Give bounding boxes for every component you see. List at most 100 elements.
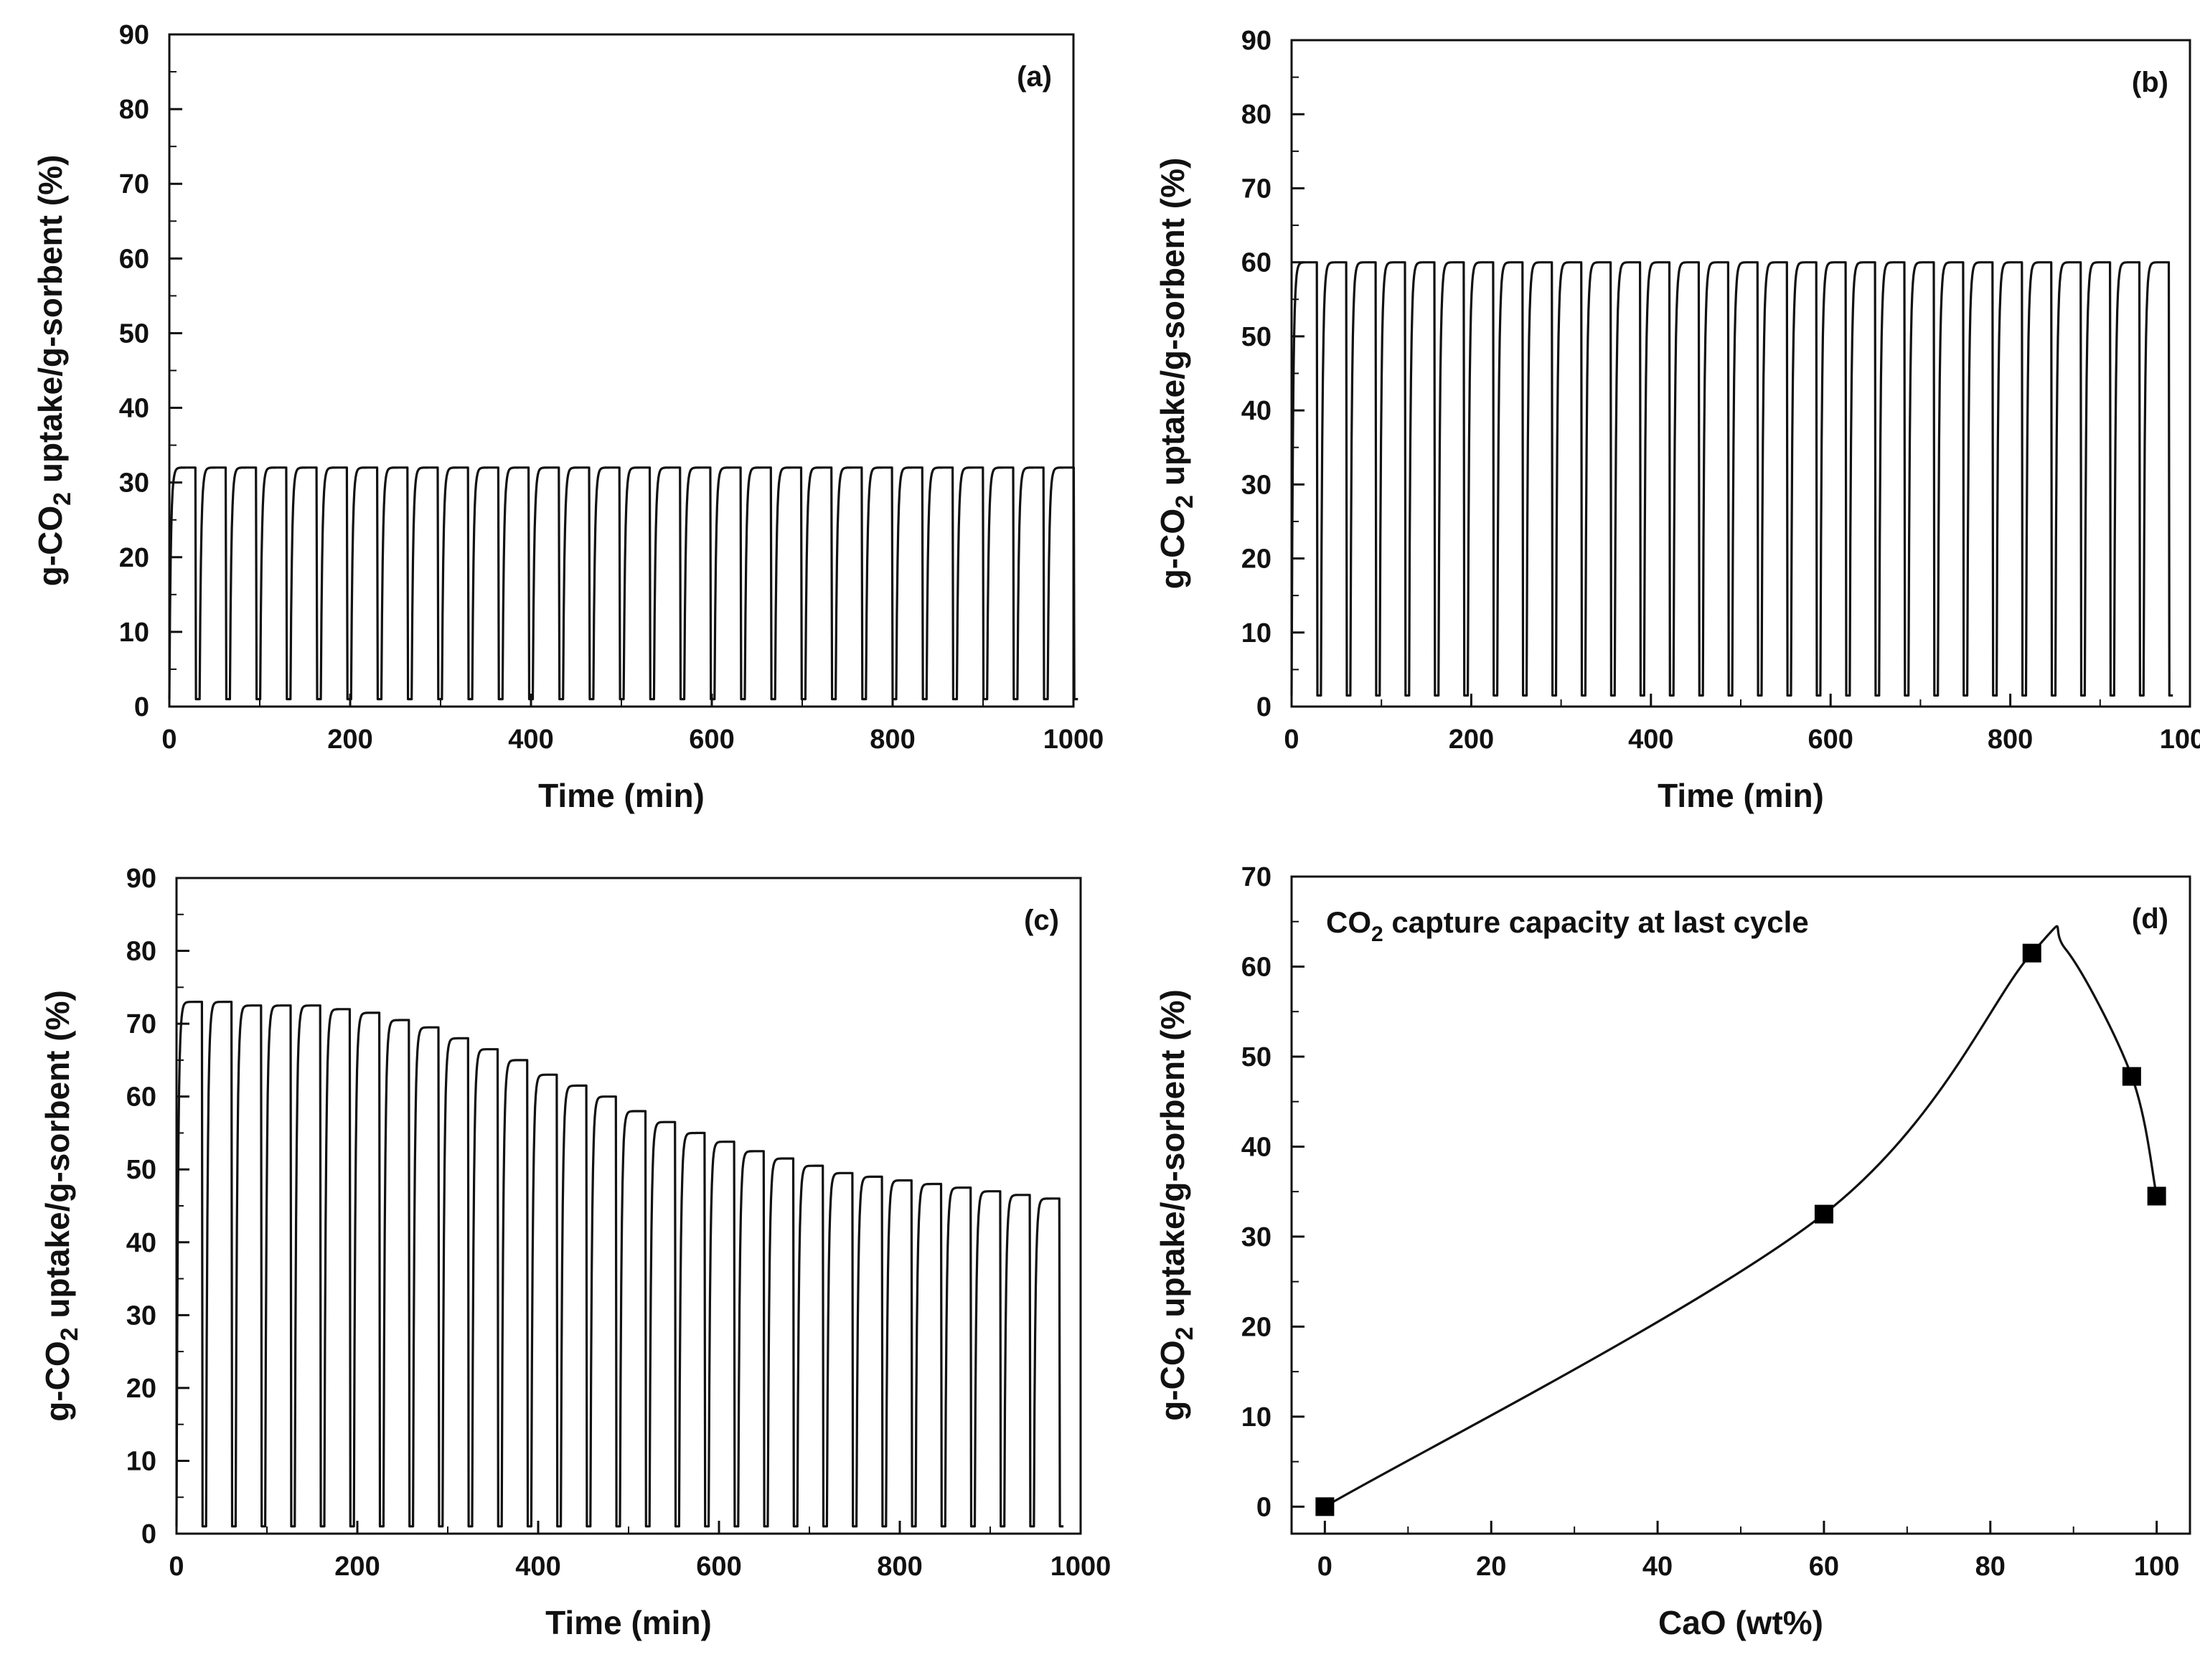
cycling-curve-series: [1290, 261, 2173, 697]
panel-label: (d): [2132, 903, 2168, 935]
y-tick-label: 20: [126, 1374, 156, 1404]
label-text: g-CO: [32, 506, 69, 586]
y-tick-label: 30: [119, 468, 149, 499]
annotation: CO2 capture capacity at last cycle: [1326, 905, 1809, 946]
x-tick-label: 1000: [2160, 725, 2200, 755]
x-axis-label: CaO (wt%): [1658, 1604, 1823, 1641]
y-tick-label: 0: [134, 692, 149, 722]
label-text: g-CO: [39, 1341, 76, 1421]
y-tick-label: 80: [119, 95, 149, 125]
x-tick-label: 1000: [1043, 725, 1104, 755]
panel-label: (c): [1024, 905, 1059, 936]
y-tick-label: 90: [126, 864, 156, 894]
x-tick-label: 600: [1808, 725, 1853, 755]
label-subscript: 2: [1171, 495, 1198, 509]
label-text: capture capacity at last cycle: [1383, 905, 1809, 939]
y-tick-label: 30: [126, 1301, 156, 1331]
data-point-4: [2147, 1186, 2166, 1206]
y-axis-label: g-CO2 uptake/g-sorbent (%): [39, 990, 83, 1422]
label-text: uptake/g-sorbent (%): [1154, 989, 1191, 1326]
x-tick-label: 0: [1284, 725, 1299, 755]
x-tick-label: 200: [334, 1552, 380, 1582]
panel-b: 0 10 20 30 40 50 60 70 80 90 0 200 400 600 800 1000 Time…: [1154, 26, 2200, 814]
x-tick-label: 400: [508, 725, 553, 755]
y-tick-label: 10: [119, 618, 149, 648]
y-tick-label: 60: [119, 244, 149, 274]
y-tick-label: 50: [1241, 322, 1271, 352]
x-tick-label: 20: [1476, 1552, 1506, 1582]
x-tick-label: 1000: [1050, 1552, 1111, 1582]
data-point-3: [2122, 1067, 2141, 1086]
y-tick-label: 20: [1241, 544, 1271, 575]
label-text: uptake/g-sorbent (%): [1154, 158, 1191, 495]
y-tick-label: 0: [141, 1519, 156, 1549]
panel-d: 0 10 20 30 40 50 60 70 0 20 40 60 80 100 CaO (wt%) g-CO…: [1154, 862, 2191, 1641]
x-axis-label: Time (min): [538, 777, 705, 814]
y-tick-label: 80: [126, 937, 156, 967]
panel-c: 0 10 20 30 40 50 60 70 80 90 0 200 400 600 800 1000 Time…: [39, 864, 1111, 1641]
x-tick-label: 800: [877, 1552, 922, 1582]
y-tick-label: 10: [126, 1446, 156, 1476]
data-point-1: [1814, 1204, 1833, 1224]
fit-curve: [1324, 925, 2158, 1508]
panel-label: (b): [2132, 67, 2168, 98]
y-tick-label: 40: [119, 394, 149, 424]
y-tick-label: 20: [119, 543, 149, 573]
label-subscript: 2: [56, 1327, 83, 1341]
y-tick-label: 30: [1241, 470, 1271, 500]
x-tick-label: 40: [1642, 1552, 1673, 1582]
y-tick-label: 30: [1241, 1222, 1271, 1252]
y-tick-label: 0: [1256, 692, 1271, 722]
x-axis-label: Time (min): [1658, 777, 1824, 814]
y-tick-label: 20: [1241, 1312, 1271, 1342]
y-tick-label: 10: [1241, 1402, 1271, 1433]
y-tick-label: 70: [126, 1009, 156, 1039]
x-tick-label: 800: [870, 725, 915, 755]
x-tick-label: 800: [1988, 725, 2033, 755]
x-tick-label: 80: [1975, 1552, 2006, 1582]
y-tick-label: 60: [1241, 952, 1271, 982]
label-subscript: 2: [1371, 922, 1383, 946]
y-tick-label: 70: [119, 169, 149, 199]
x-tick-label: 200: [1449, 725, 1494, 755]
x-tick-label: 200: [327, 725, 372, 755]
y-tick-label: 50: [119, 318, 149, 349]
x-tick-label: 100: [2134, 1552, 2179, 1582]
data-point-2: [2022, 943, 2041, 963]
y-tick-label: 90: [1241, 26, 1271, 56]
label-text: uptake/g-sorbent (%): [32, 155, 69, 492]
y-tick-label: 50: [126, 1155, 156, 1185]
y-tick-label: 40: [126, 1228, 156, 1258]
x-tick-label: 600: [696, 1552, 741, 1582]
plot-frame: [168, 33, 1075, 708]
y-axis-label: g-CO2 uptake/g-sorbent (%): [1154, 989, 1198, 1421]
y-axis-label: g-CO2 uptake/g-sorbent (%): [32, 155, 76, 587]
y-tick-label: 70: [1241, 862, 1271, 892]
y-tick-label: 0: [1256, 1492, 1271, 1522]
cycling-curve-series: [175, 1001, 1064, 1528]
cycling-curve-series: [168, 466, 1078, 701]
y-tick-label: 90: [119, 20, 149, 50]
label-subscript: 2: [49, 492, 76, 506]
x-tick-label: 600: [689, 725, 734, 755]
y-tick-label: 10: [1241, 618, 1271, 648]
x-axis-label: Time (min): [545, 1604, 712, 1641]
y-tick-label: 40: [1241, 1132, 1271, 1162]
x-tick-label: 0: [161, 725, 177, 755]
x-tick-label: 400: [515, 1552, 560, 1582]
x-tick-label: 0: [1317, 1552, 1332, 1582]
x-tick-label: 60: [1809, 1552, 1839, 1582]
y-tick-label: 70: [1241, 174, 1271, 204]
label-text: g-CO: [1154, 509, 1191, 589]
y-axis-label: g-CO2 uptake/g-sorbent (%): [1154, 158, 1198, 590]
x-tick-label: 400: [1628, 725, 1673, 755]
x-tick-label: 0: [169, 1552, 184, 1582]
y-tick-label: 50: [1241, 1042, 1271, 1072]
label-text: CO: [1326, 905, 1371, 939]
label-subscript: 2: [1171, 1326, 1198, 1340]
label-text: uptake/g-sorbent (%): [39, 990, 76, 1327]
y-tick-label: 60: [126, 1082, 156, 1113]
plot-frame: [1290, 875, 2191, 1535]
y-tick-label: 60: [1241, 248, 1271, 278]
